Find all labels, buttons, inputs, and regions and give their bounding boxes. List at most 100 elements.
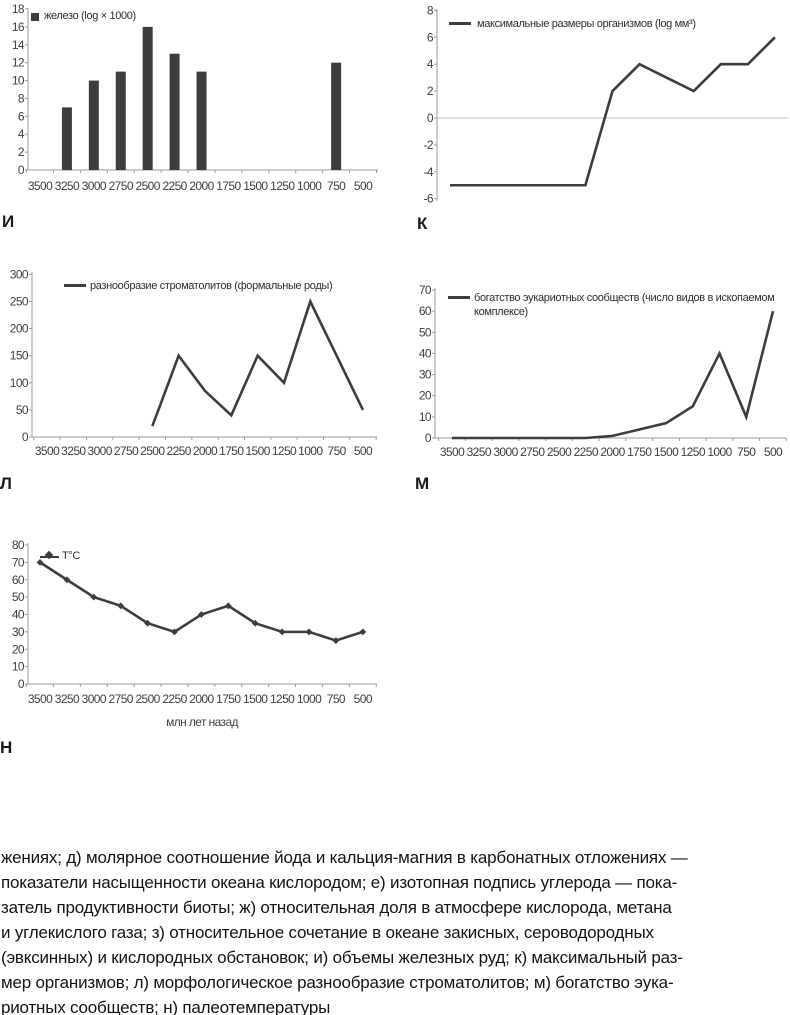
- svg-text:3250: 3250: [467, 445, 492, 459]
- svg-text:3250: 3250: [61, 444, 86, 458]
- svg-text:3000: 3000: [82, 179, 107, 193]
- legend-line-stromatolite-icon: [64, 284, 86, 287]
- caption-line: показатели насыщенности океана кислородо…: [1, 873, 678, 892]
- legend-eukaryote-richness: богатство эукариотных сообществ (число в…: [474, 291, 775, 319]
- svg-text:750: 750: [328, 444, 347, 458]
- svg-text:3250: 3250: [55, 179, 80, 193]
- svg-text:0: 0: [18, 677, 25, 691]
- figure-caption: жениях; д) молярное соотношение йода и к…: [1, 845, 790, 1015]
- svg-text:1000: 1000: [707, 445, 732, 459]
- svg-text:2000: 2000: [600, 445, 625, 459]
- svg-text:4: 4: [427, 57, 434, 71]
- svg-text:8: 8: [18, 91, 25, 105]
- svg-text:6: 6: [18, 109, 25, 123]
- legend-stromatolite-diversity: разнообразие строматолитов (формальные р…: [90, 280, 333, 292]
- svg-text:3000: 3000: [493, 445, 518, 459]
- svg-text:2000: 2000: [189, 692, 214, 706]
- svg-text:200: 200: [10, 322, 29, 336]
- svg-text:0: 0: [22, 430, 29, 444]
- svg-text:2750: 2750: [109, 692, 134, 706]
- svg-text:1000: 1000: [297, 179, 322, 193]
- panel-label-k: К: [417, 214, 428, 233]
- caption-line: жениях; д) молярное соотношение йода и к…: [1, 848, 688, 867]
- svg-text:150: 150: [10, 349, 29, 363]
- svg-text:2: 2: [18, 145, 25, 159]
- svg-text:1500: 1500: [245, 444, 270, 458]
- svg-text:млн лет назад: млн лет назад: [166, 715, 238, 729]
- svg-text:10: 10: [419, 410, 432, 424]
- svg-text:20: 20: [12, 642, 25, 656]
- svg-text:250: 250: [10, 295, 29, 309]
- svg-text:3500: 3500: [28, 692, 53, 706]
- svg-text:500: 500: [354, 692, 373, 706]
- svg-text:0: 0: [427, 111, 434, 125]
- svg-text:300: 300: [10, 267, 29, 281]
- legend-iron: железо (log × 1000): [44, 10, 136, 22]
- svg-text:3000: 3000: [88, 444, 113, 458]
- svg-text:0: 0: [18, 163, 25, 177]
- svg-text:-2: -2: [424, 138, 434, 152]
- svg-text:10: 10: [12, 74, 25, 88]
- caption-line: (эвксинных) и кислородных обстановок; и)…: [1, 948, 683, 967]
- svg-text:40: 40: [419, 346, 432, 360]
- svg-text:2: 2: [427, 84, 434, 98]
- svg-text:8: 8: [427, 3, 434, 17]
- svg-text:3500: 3500: [35, 444, 60, 458]
- svg-text:-4: -4: [424, 165, 434, 179]
- svg-text:2250: 2250: [162, 179, 187, 193]
- svg-text:2500: 2500: [135, 692, 160, 706]
- svg-text:500: 500: [354, 444, 373, 458]
- svg-text:30: 30: [12, 625, 25, 639]
- svg-text:50: 50: [16, 403, 29, 417]
- panel-label-n: Н: [0, 738, 13, 757]
- svg-text:750: 750: [327, 179, 346, 193]
- svg-text:1250: 1250: [270, 692, 295, 706]
- svg-text:2750: 2750: [520, 445, 545, 459]
- svg-text:80: 80: [12, 538, 25, 552]
- svg-text:1500: 1500: [654, 445, 679, 459]
- svg-text:60: 60: [12, 573, 25, 587]
- svg-text:750: 750: [327, 692, 346, 706]
- svg-text:1250: 1250: [681, 445, 706, 459]
- svg-text:12: 12: [12, 56, 25, 70]
- caption-line: затель продуктивности биоты; ж) относите…: [1, 898, 672, 917]
- svg-text:60: 60: [419, 304, 432, 318]
- svg-text:3500: 3500: [28, 179, 53, 193]
- svg-text:4: 4: [18, 127, 25, 141]
- legend-eukaryote-line1: богатство эукариотных сообществ (число в…: [474, 292, 775, 304]
- svg-text:2500: 2500: [140, 444, 165, 458]
- svg-text:1750: 1750: [216, 179, 241, 193]
- panel-label-l: Л: [0, 474, 12, 493]
- svg-text:1250: 1250: [272, 444, 297, 458]
- svg-text:16: 16: [12, 20, 25, 34]
- svg-text:2750: 2750: [109, 179, 134, 193]
- svg-text:500: 500: [764, 445, 783, 459]
- svg-text:3250: 3250: [55, 692, 80, 706]
- panel-label-m: М: [415, 474, 430, 493]
- svg-text:750: 750: [737, 445, 756, 459]
- caption-line: риотных сообществ; н) палеотемпературы: [1, 998, 331, 1015]
- svg-text:70: 70: [12, 555, 25, 569]
- svg-text:2500: 2500: [547, 445, 572, 459]
- svg-text:10: 10: [12, 660, 25, 674]
- svg-text:2000: 2000: [189, 179, 214, 193]
- svg-text:1500: 1500: [243, 692, 268, 706]
- svg-text:2250: 2250: [167, 444, 192, 458]
- svg-text:3000: 3000: [82, 692, 107, 706]
- svg-text:2500: 2500: [136, 179, 161, 193]
- svg-text:3500: 3500: [440, 445, 465, 459]
- svg-text:50: 50: [12, 590, 25, 604]
- svg-text:2250: 2250: [574, 445, 599, 459]
- svg-text:40: 40: [12, 608, 25, 622]
- svg-text:70: 70: [419, 283, 432, 297]
- svg-text:1750: 1750: [627, 445, 652, 459]
- svg-text:20: 20: [419, 389, 432, 403]
- legend-temperature: Т°С: [62, 550, 81, 562]
- svg-text:1500: 1500: [243, 179, 268, 193]
- legend-eukaryote-line2: комплексе): [474, 306, 528, 318]
- svg-text:30: 30: [419, 368, 432, 382]
- svg-text:1000: 1000: [298, 444, 323, 458]
- svg-text:2750: 2750: [114, 444, 139, 458]
